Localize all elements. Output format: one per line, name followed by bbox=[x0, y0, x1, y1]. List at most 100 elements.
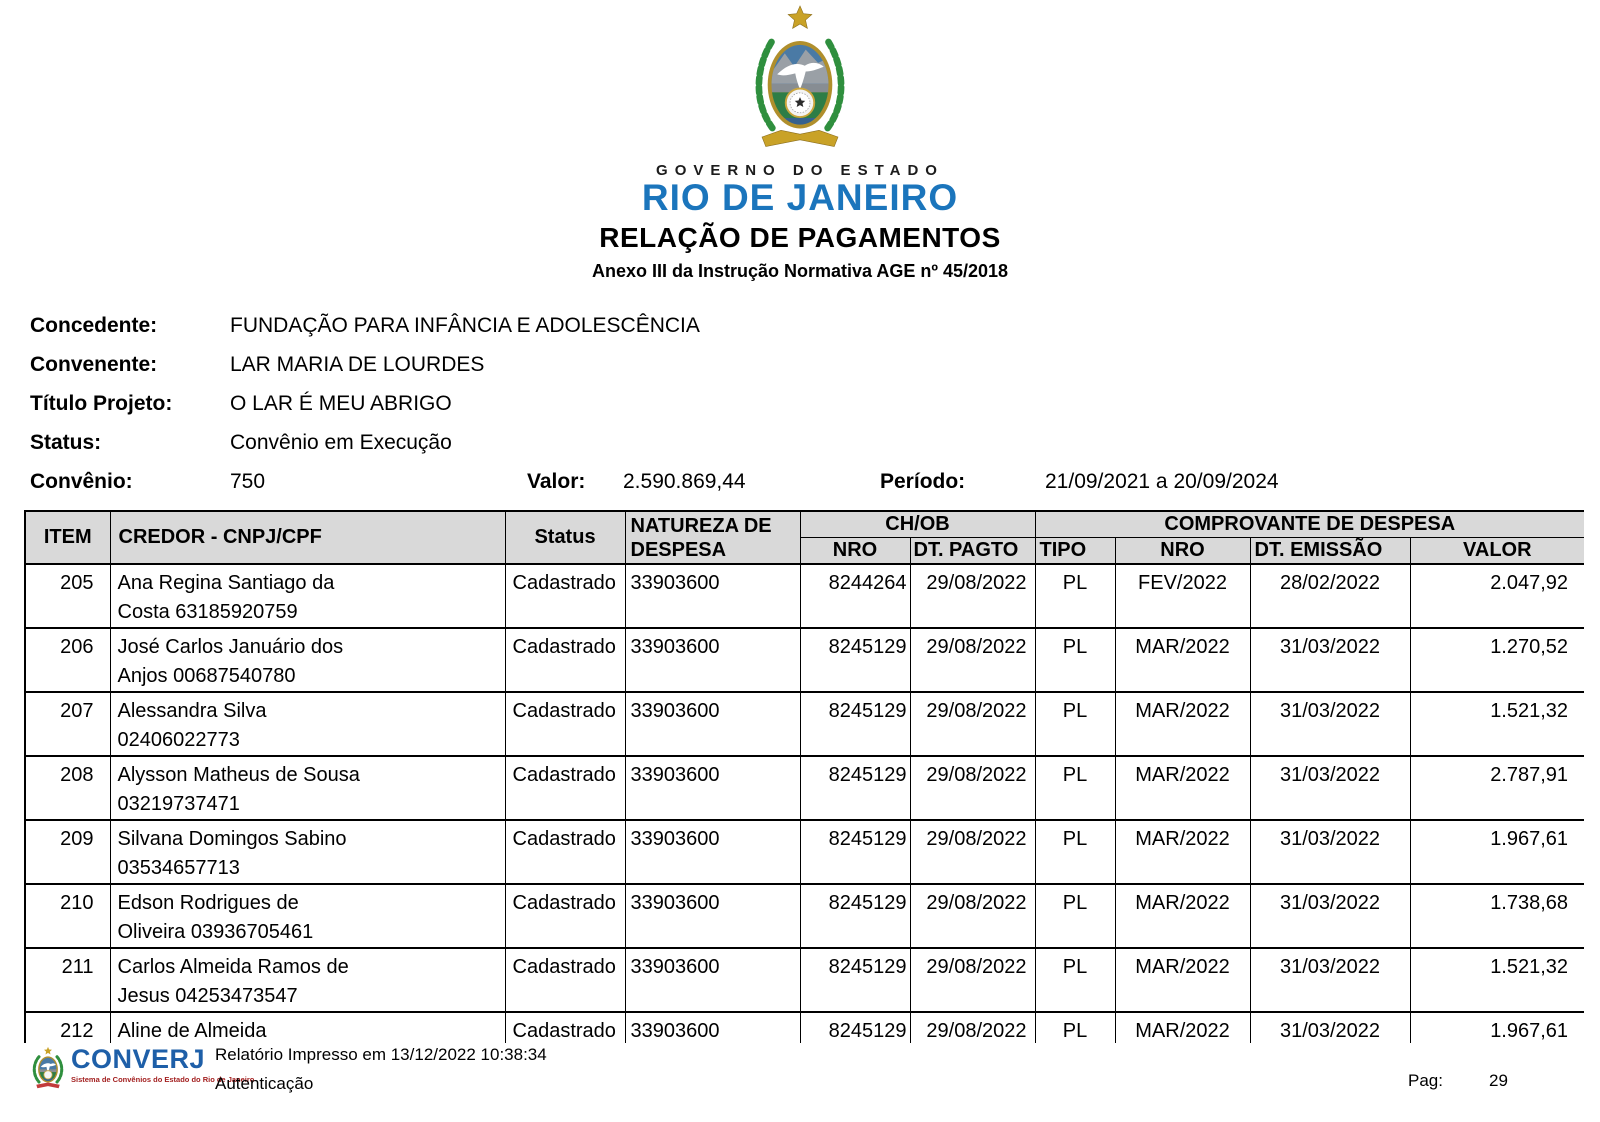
status-label: Status: bbox=[30, 431, 102, 454]
cell-chob-nro: 8245129 bbox=[799, 947, 911, 1013]
info-row-status: Status: Convênio em Execução bbox=[30, 431, 1600, 455]
info-row-titulo: Título Projeto: O LAR É MEU ABRIGO bbox=[30, 392, 1600, 416]
cell-status: Cadastrado bbox=[504, 627, 626, 693]
cell-valor: 2.787,91 bbox=[1409, 755, 1584, 821]
column-header-status: Status bbox=[504, 510, 626, 565]
authentication-label: Autenticação bbox=[215, 1074, 314, 1093]
cell-dt-pagto: 29/08/2022 bbox=[909, 819, 1036, 885]
column-group-chob: CH/OB bbox=[799, 510, 1036, 538]
cell-dt-pagto: 29/08/2022 bbox=[909, 563, 1036, 629]
cell-item: 208 bbox=[24, 755, 111, 821]
credor-line2: 03534657713 bbox=[117, 857, 240, 879]
column-header-valor: VALOR bbox=[1409, 537, 1584, 565]
report-header: GOVERNO DO ESTADO RIO DE JANEIRO RELAÇÃO… bbox=[0, 0, 1600, 282]
periodo-label: Período: bbox=[880, 470, 966, 493]
cell-item: 206 bbox=[24, 627, 111, 693]
page-title: RELAÇÃO DE PAGAMENTOS bbox=[599, 222, 1001, 253]
cell-natureza-despesa: 33903600 bbox=[624, 691, 801, 757]
cell-natureza-despesa: 33903600 bbox=[624, 883, 801, 949]
credor-line1: Silvana Domingos Sabino bbox=[117, 828, 347, 850]
cell-status: Cadastrado bbox=[504, 819, 626, 885]
table-row: 206 José Carlos Januário dos Anjos 00687… bbox=[24, 627, 1584, 693]
status-value: Convênio em Execução bbox=[230, 431, 452, 454]
cell-dt-emissao: 28/02/2022 bbox=[1249, 563, 1411, 629]
titulo-projeto-label: Título Projeto: bbox=[30, 392, 173, 415]
cell-comp-nro: MAR/2022 bbox=[1114, 819, 1251, 885]
credor-line2: Anjos 00687540780 bbox=[117, 665, 296, 687]
column-header-chob-nro: NRO bbox=[799, 537, 911, 565]
state-name: RIO DE JANEIRO bbox=[641, 177, 959, 218]
converj-text-block: CONVERJ Sistema de Convênios do Estado d… bbox=[71, 1044, 255, 1085]
cell-status: Cadastrado bbox=[504, 947, 626, 1013]
cell-valor: 1.521,32 bbox=[1409, 947, 1584, 1013]
payments-table-body: 205 Ana Regina Santiago da Costa 6318592… bbox=[24, 563, 1584, 1043]
table-header-group-row: ITEM CREDOR - CNPJ/CPF Status NATUREZA D… bbox=[24, 510, 1584, 565]
payments-table-container: ITEM CREDOR - CNPJ/CPF Status NATUREZA D… bbox=[24, 510, 1584, 1043]
credor-line1: José Carlos Januário dos bbox=[117, 636, 344, 658]
periodo-value: 21/09/2021 a 20/09/2024 bbox=[1045, 470, 1279, 493]
cell-dt-emissao: 31/03/2022 bbox=[1249, 755, 1411, 821]
cell-dt-pagto: 29/08/2022 bbox=[909, 691, 1036, 757]
page-number: 29 bbox=[1488, 1071, 1508, 1090]
convenente-value: LAR MARIA DE LOURDES bbox=[230, 353, 485, 376]
cell-tipo: PL bbox=[1034, 883, 1116, 949]
cell-chob-nro: 8245129 bbox=[799, 627, 911, 693]
cell-valor: 1.270,52 bbox=[1409, 627, 1584, 693]
column-header-item: ITEM bbox=[24, 510, 111, 565]
cell-dt-emissao: 31/03/2022 bbox=[1249, 883, 1411, 949]
cell-credor: Aline de Almeida bbox=[109, 1011, 506, 1043]
table-row: 211 Carlos Almeida Ramos de Jesus 042534… bbox=[24, 947, 1584, 1013]
converj-wordmark: CONVERJ bbox=[71, 1044, 206, 1074]
converj-emblem-icon bbox=[32, 1046, 64, 1089]
concedente-value: FUNDAÇÃO PARA INFÂNCIA E ADOLESCÊNCIA bbox=[230, 314, 700, 337]
cell-status: Cadastrado bbox=[504, 755, 626, 821]
cell-dt-emissao: 31/03/2022 bbox=[1249, 691, 1411, 757]
cell-valor: 1.967,61 bbox=[1409, 819, 1584, 885]
column-header-natureza: NATUREZA DE DESPESA bbox=[624, 510, 801, 565]
cell-chob-nro: 8245129 bbox=[799, 883, 911, 949]
cell-item: 211 bbox=[24, 947, 111, 1013]
convenente-label: Convenente: bbox=[30, 353, 158, 376]
cell-dt-emissao: 31/03/2022 bbox=[1249, 1011, 1411, 1043]
cell-dt-pagto: 29/08/2022 bbox=[909, 1011, 1036, 1043]
cell-comp-nro: MAR/2022 bbox=[1114, 947, 1251, 1013]
government-line: GOVERNO DO ESTADO bbox=[656, 162, 944, 179]
cell-item: 212 bbox=[24, 1011, 111, 1043]
credor-line2: Costa 63185920759 bbox=[117, 601, 298, 623]
cell-comp-nro: FEV/2022 bbox=[1114, 563, 1251, 629]
credor-line1: Alessandra Silva bbox=[117, 700, 267, 722]
cell-status: Cadastrado bbox=[504, 691, 626, 757]
credor-line1: Ana Regina Santiago da bbox=[117, 572, 335, 594]
cell-tipo: PL bbox=[1034, 755, 1116, 821]
column-header-comp-nro: NRO bbox=[1114, 537, 1251, 565]
convenio-value: 750 bbox=[230, 470, 266, 493]
cell-natureza-despesa: 33903600 bbox=[624, 627, 801, 693]
cell-natureza-despesa: 33903600 bbox=[624, 755, 801, 821]
concedente-label: Concedente: bbox=[30, 314, 158, 337]
cell-chob-nro: 8245129 bbox=[799, 691, 911, 757]
cell-item: 209 bbox=[24, 819, 111, 885]
cell-natureza-despesa: 33903600 bbox=[624, 819, 801, 885]
info-row-convenio: Convênio: 750 Valor: 2.590.869,44 Períod… bbox=[30, 470, 1600, 494]
cell-credor: Ana Regina Santiago da Costa 63185920759 bbox=[109, 563, 506, 629]
cell-credor: Silvana Domingos Sabino 03534657713 bbox=[109, 819, 506, 885]
cell-dt-emissao: 31/03/2022 bbox=[1249, 819, 1411, 885]
column-header-tipo: TIPO bbox=[1034, 537, 1116, 565]
table-row: 212 Aline de Almeida Cadastrado 33903600… bbox=[24, 1011, 1584, 1043]
page-label: Pag: bbox=[1408, 1071, 1443, 1090]
cell-dt-emissao: 31/03/2022 bbox=[1249, 947, 1411, 1013]
cell-tipo: PL bbox=[1034, 819, 1116, 885]
cell-valor: 1.521,32 bbox=[1409, 691, 1584, 757]
cell-item: 210 bbox=[24, 883, 111, 949]
converj-subtitle: Sistema de Convênios do Estado do Rio de… bbox=[71, 1075, 255, 1084]
credor-line1: Alysson Matheus de Sousa bbox=[117, 764, 360, 786]
table-header-sub-row: NRO DT. PAGTO TIPO NRO DT. EMISSÃO VALOR bbox=[25, 537, 1584, 565]
cell-status: Cadastrado bbox=[504, 1011, 626, 1043]
report-subtitle: Anexo III da Instrução Normativa AGE nº … bbox=[591, 261, 1009, 281]
cell-valor: 1.967,61 bbox=[1409, 1011, 1584, 1043]
page-indicator: Pag: 29 bbox=[1408, 1071, 1508, 1091]
rio-de-janeiro-coat-of-arms-icon bbox=[755, 5, 845, 147]
cell-credor: Alysson Matheus de Sousa 03219737471 bbox=[109, 755, 506, 821]
cell-comp-nro: MAR/2022 bbox=[1114, 755, 1251, 821]
column-header-dt-emissao: DT. EMISSÃO bbox=[1249, 537, 1411, 565]
